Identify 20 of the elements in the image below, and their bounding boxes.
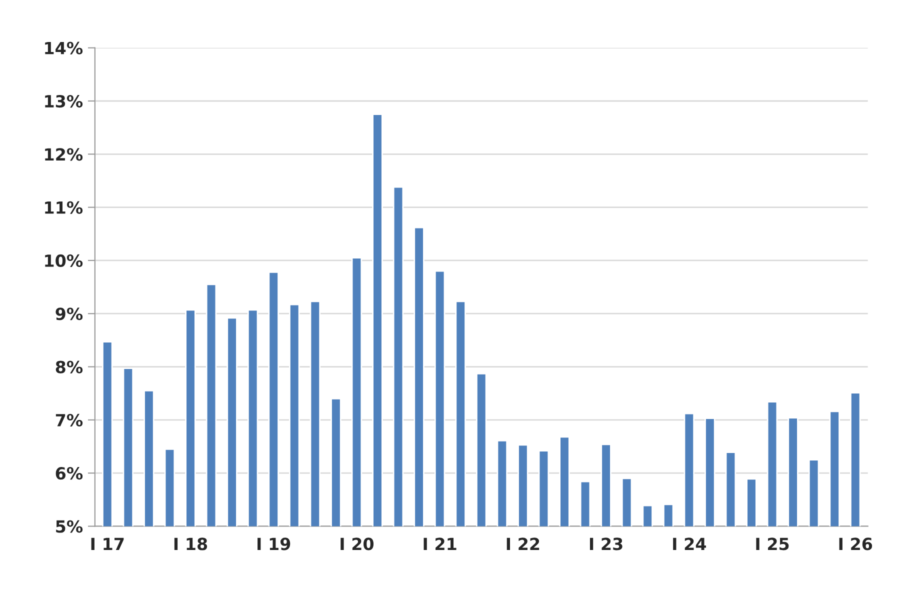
x-tick-label: I 26	[839, 538, 872, 550]
x-tick-label: I 20	[340, 538, 374, 550]
x-tick-label: I 19	[258, 538, 290, 550]
y-tick-label: 13%	[45, 94, 83, 108]
x-tick-label: I 17	[91, 538, 124, 550]
y-tick-label: 12%	[45, 148, 83, 161]
y-tick-label: 7%	[56, 414, 83, 426]
x-tick-label: I 25	[756, 538, 789, 550]
y-tick-label: 5%	[56, 520, 83, 533]
x-tick-label: I 24	[673, 538, 706, 550]
y-tick-label: 9%	[56, 308, 83, 320]
y-tick-label: 14%	[45, 42, 83, 54]
y-tick-label: 6%	[56, 467, 83, 480]
x-tick-label: I 23	[590, 538, 622, 550]
y-tick-label: 11%	[45, 201, 83, 214]
y-tick-label: 10%	[45, 254, 83, 268]
x-tick-label: I 21	[424, 538, 456, 550]
x-tick-label: I 18	[174, 538, 208, 550]
x-tick-label: I 22	[506, 538, 540, 550]
y-tick-label: 8%	[56, 360, 83, 374]
